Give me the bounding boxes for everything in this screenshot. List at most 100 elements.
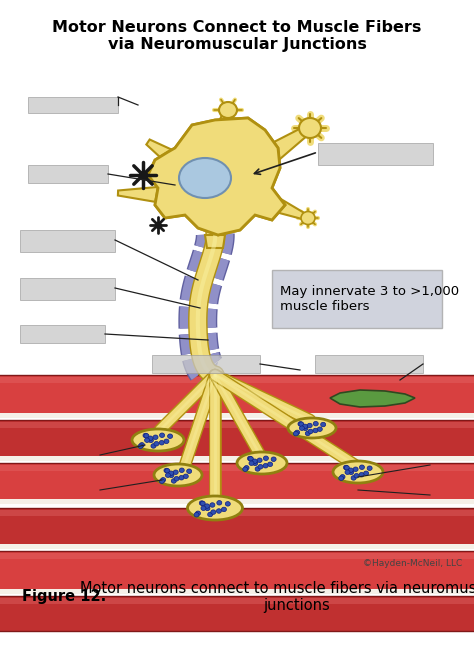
FancyBboxPatch shape [20,278,115,300]
Polygon shape [118,186,168,204]
Ellipse shape [351,475,356,480]
Polygon shape [205,235,225,248]
Bar [0,420,474,458]
Bar [0,456,474,461]
Ellipse shape [179,468,184,472]
Bar [0,510,474,516]
Polygon shape [148,118,285,235]
Ellipse shape [199,501,204,505]
Ellipse shape [205,506,210,510]
Polygon shape [232,125,312,187]
Ellipse shape [345,466,349,470]
Ellipse shape [364,471,369,475]
Ellipse shape [153,435,158,439]
Ellipse shape [217,501,222,505]
Ellipse shape [132,429,184,451]
Bar [0,553,474,559]
Ellipse shape [248,457,254,461]
Ellipse shape [171,479,176,483]
Ellipse shape [348,468,353,472]
Bar [0,463,474,503]
Ellipse shape [154,464,202,486]
Polygon shape [209,109,231,151]
Ellipse shape [249,461,254,465]
Bar [0,377,474,383]
Ellipse shape [359,465,365,470]
Ellipse shape [247,456,253,461]
FancyBboxPatch shape [28,165,108,183]
Polygon shape [146,140,196,179]
Ellipse shape [264,456,268,461]
Ellipse shape [237,452,287,474]
Ellipse shape [349,470,354,475]
Text: Figure 12.: Figure 12. [22,590,106,605]
Ellipse shape [258,464,263,469]
Bar [0,551,474,591]
Ellipse shape [252,459,257,463]
Ellipse shape [165,473,171,477]
Ellipse shape [179,475,184,480]
Ellipse shape [295,430,300,435]
Bar [0,413,474,418]
Ellipse shape [288,418,336,438]
Ellipse shape [210,503,215,507]
Ellipse shape [217,509,221,513]
Ellipse shape [345,470,350,474]
Ellipse shape [253,461,258,466]
Polygon shape [330,390,415,407]
Bar [0,596,474,631]
Ellipse shape [168,434,173,439]
FancyBboxPatch shape [272,270,442,328]
Ellipse shape [299,422,304,426]
Ellipse shape [143,433,148,438]
Ellipse shape [293,432,299,436]
Ellipse shape [161,477,165,482]
Ellipse shape [174,477,179,481]
Ellipse shape [179,158,231,198]
Ellipse shape [219,102,237,118]
Ellipse shape [339,476,344,481]
Ellipse shape [159,479,164,483]
Text: ©Hayden-McNeil, LLC: ©Hayden-McNeil, LLC [363,559,462,568]
Ellipse shape [244,466,249,470]
Ellipse shape [221,507,227,512]
Ellipse shape [303,426,308,430]
Ellipse shape [257,458,262,463]
Ellipse shape [340,475,345,479]
Text: May innervate 3 to >1,000
muscle fibers: May innervate 3 to >1,000 muscle fibers [280,285,459,313]
Ellipse shape [195,511,201,516]
Polygon shape [148,118,285,235]
Ellipse shape [271,457,276,461]
FancyBboxPatch shape [318,143,433,165]
Text: Motor neurons connect to muscle fibers via neuromuscular
junctions: Motor neurons connect to muscle fibers v… [80,581,474,613]
FancyBboxPatch shape [28,97,118,113]
Ellipse shape [188,496,243,520]
Ellipse shape [243,467,248,472]
Ellipse shape [151,444,156,448]
Ellipse shape [321,422,326,427]
Ellipse shape [302,424,308,429]
Ellipse shape [145,438,150,443]
Bar [0,465,474,471]
Ellipse shape [225,501,230,506]
Ellipse shape [208,512,213,517]
Ellipse shape [317,427,322,432]
Bar [0,544,474,549]
Ellipse shape [255,466,260,471]
Ellipse shape [159,441,164,445]
Ellipse shape [183,474,188,479]
Ellipse shape [169,473,174,477]
Ellipse shape [307,423,312,428]
Ellipse shape [313,428,318,433]
FancyBboxPatch shape [315,355,423,373]
FancyBboxPatch shape [20,230,115,252]
Ellipse shape [169,471,173,475]
Ellipse shape [354,474,359,478]
Ellipse shape [179,158,231,198]
Ellipse shape [139,443,145,447]
Ellipse shape [367,466,372,470]
Ellipse shape [164,439,169,444]
Ellipse shape [144,433,149,438]
Ellipse shape [298,422,303,426]
Ellipse shape [148,438,154,443]
